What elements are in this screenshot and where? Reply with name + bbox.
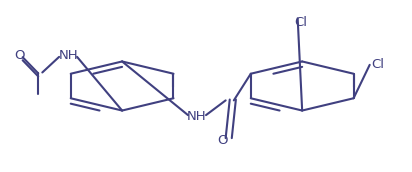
Text: Cl: Cl [371, 58, 384, 71]
Text: Cl: Cl [295, 16, 307, 29]
Text: NH: NH [187, 110, 207, 123]
Text: O: O [217, 134, 227, 147]
Text: O: O [14, 49, 25, 62]
Text: NH: NH [58, 49, 78, 62]
